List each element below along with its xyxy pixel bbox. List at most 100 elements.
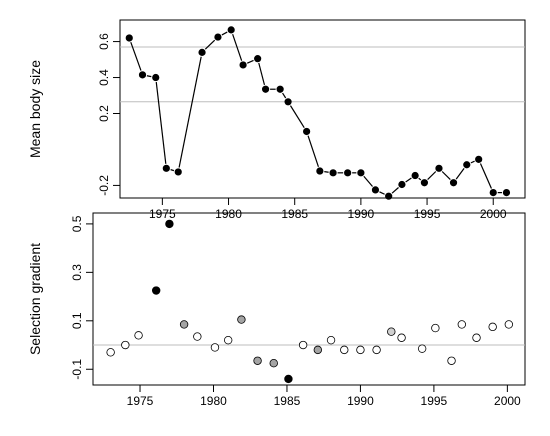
data-point [387, 327, 396, 336]
data-point [106, 348, 115, 357]
data-point [457, 320, 467, 329]
data-point [152, 73, 160, 82]
y-tick-label: 0.4 [97, 69, 111, 86]
data-point [475, 155, 483, 163]
bottom-panel-selection-gradient: 1975 1980 1985 1990 1995 2000 -0.1 0.1 0.3 0.5 Sel… [27, 212, 526, 408]
y-tick-label: 0.3 [70, 264, 84, 281]
data-point [313, 345, 323, 355]
data-point [472, 333, 481, 342]
series-segment [146, 75, 152, 78]
data-point [435, 164, 443, 172]
data-point [237, 315, 246, 324]
data-point [371, 186, 380, 194]
data-point [214, 33, 222, 41]
data-point [284, 98, 292, 106]
series-segment [470, 160, 475, 164]
series-segment [455, 168, 465, 180]
data-point [298, 340, 308, 350]
x-tick-label: 1995 [421, 394, 448, 408]
plot-frame [119, 19, 526, 199]
y-axis-title: Selection gradient [27, 243, 43, 355]
y-tick-label: 0.2 [97, 105, 111, 122]
data-point [398, 180, 406, 189]
data-point [134, 331, 143, 340]
y-tick-label: -0.2 [97, 175, 111, 196]
x-tick-label: 1985 [274, 394, 301, 408]
series-segment [379, 191, 385, 195]
data-point [254, 55, 262, 63]
series-segment [363, 175, 373, 187]
data-point [449, 179, 458, 187]
series-segment [282, 92, 287, 99]
data-point [198, 48, 206, 56]
series-segment [170, 169, 175, 172]
series-segment [427, 171, 437, 180]
series-segment [204, 39, 216, 50]
data-point [223, 335, 233, 345]
y-tick-label: 0.1 [70, 312, 84, 329]
data-point [227, 26, 235, 34]
data-point [174, 168, 182, 176]
data-point [329, 169, 337, 177]
series-segment [307, 135, 319, 167]
data-point [447, 356, 456, 365]
y-axis-title: Mean body size [27, 60, 43, 158]
data-point [239, 61, 247, 69]
data-point [125, 34, 133, 42]
series-segment [405, 177, 412, 183]
data-point [431, 323, 440, 333]
data-point [385, 192, 393, 200]
series-segment [130, 42, 142, 71]
series-segment [441, 171, 451, 180]
data-point [326, 335, 336, 345]
data-point [303, 127, 311, 136]
data-point [397, 333, 406, 342]
series-segment [289, 105, 305, 128]
x-tick-label: 1990 [347, 394, 374, 408]
data-point [210, 343, 220, 352]
data-point [344, 169, 352, 177]
data-point [504, 320, 514, 329]
y-tick-label: -0.1 [70, 359, 84, 380]
series-segment [324, 171, 329, 173]
data-point [502, 189, 511, 197]
data-point [165, 219, 174, 229]
data-point [420, 179, 429, 187]
series-segment [155, 81, 167, 164]
data-point [261, 85, 270, 93]
series-segment [479, 163, 492, 189]
data-point [463, 161, 471, 169]
x-tick-label: 1990 [348, 207, 375, 221]
x-tick-label: 2000 [480, 207, 507, 221]
series-segment [258, 62, 266, 86]
series-segment [418, 177, 422, 181]
x-tick-label: 1995 [414, 207, 441, 221]
x-tick-label: 2000 [494, 394, 521, 408]
data-point [411, 171, 419, 180]
series-segment [391, 187, 399, 194]
data-point [162, 164, 170, 172]
data-point [340, 345, 349, 355]
data-point [356, 345, 365, 355]
x-tick-label: 1980 [200, 394, 227, 408]
x-tick-label: 1980 [215, 207, 242, 221]
data-point [138, 71, 147, 79]
data-point [269, 358, 278, 368]
x-tick-label: 1975 [127, 394, 154, 408]
x-tick-label: 1985 [281, 207, 308, 221]
data-point [488, 322, 497, 332]
data-point [372, 345, 381, 355]
data-point [284, 374, 293, 384]
series-segment [221, 31, 228, 36]
data-point [489, 189, 497, 197]
data-point [417, 344, 427, 353]
y-tick-label: 0.5 [70, 215, 84, 232]
series-segment [232, 33, 243, 61]
data-point [151, 286, 161, 295]
y-tick-label: 0.6 [97, 33, 111, 50]
series-segment [178, 56, 202, 168]
data-point [276, 85, 284, 93]
data-point [179, 320, 189, 329]
data-point [193, 332, 202, 341]
